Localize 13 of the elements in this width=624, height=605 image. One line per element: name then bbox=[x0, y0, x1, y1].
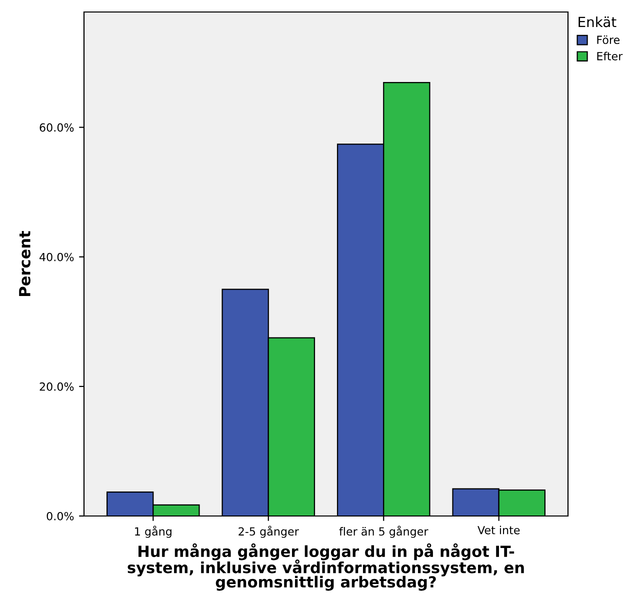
y-tick-label: 40.0% bbox=[40, 252, 74, 262]
y-tick-label: 20.0% bbox=[40, 382, 74, 391]
x-tick-label: Vet inte bbox=[478, 526, 520, 534]
legend-title: Enkät bbox=[578, 16, 616, 28]
legend-label: Före bbox=[597, 35, 620, 44]
x-tick-label: 2-5 gånger bbox=[238, 526, 299, 538]
x-axis-title: Hur många gånger loggar du in på något IT- system, inklusive vårdinformationssystem, en genomsnittlig arbetsdag? bbox=[128, 543, 524, 591]
x-tick-label: fler än 5 gånger bbox=[339, 526, 428, 538]
y-tick-label: 0.0% bbox=[46, 512, 74, 520]
y-axis-title: Percent bbox=[19, 231, 30, 296]
x-tick-label: 1 gång bbox=[135, 526, 172, 538]
y-tick-label: 60.0% bbox=[40, 123, 74, 132]
legend-label: Efter bbox=[597, 52, 623, 60]
